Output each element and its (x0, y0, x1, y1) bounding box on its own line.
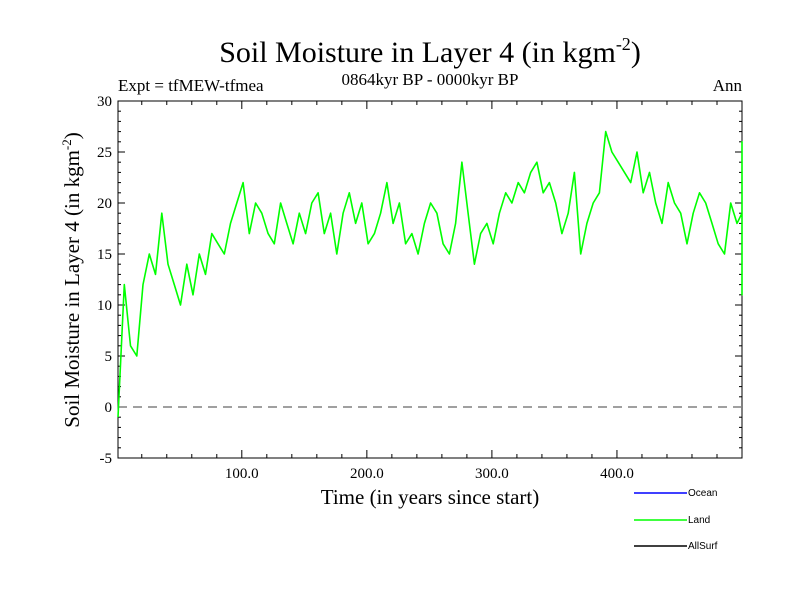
y-tick-label: 20 (97, 196, 112, 212)
season-label: Ann (713, 76, 743, 95)
y-tick-label: 15 (97, 247, 112, 263)
y-tick-label: 0 (105, 400, 113, 416)
x-axis-ticks: 100.0 200.0 300.0 400.0 (225, 101, 634, 482)
x-tick-label: 300.0 (475, 466, 509, 482)
chart-title-main: Soil Moisture in Layer 4 (in kgm (219, 36, 616, 69)
legend: Ocean Land AllSurf (634, 488, 718, 552)
time-range-label: 0864kyr BP - 0000kyr BP (342, 70, 519, 89)
x-tick-label: 400.0 (600, 466, 634, 482)
experiment-label: Expt = tfMEW-tfmea (118, 76, 264, 95)
x-axis-label: Time (in years since start) (321, 485, 540, 509)
chart-title-end: ) (631, 36, 641, 69)
chart-title: Soil Moisture in Layer 4 (in kgm-2) (219, 34, 641, 69)
y-axis-label: Soil Moisture in Layer 4 (in kgm-2) (59, 132, 84, 427)
y-axis-label-end: ) (60, 132, 84, 139)
legend-allsurf-label: AllSurf (688, 541, 718, 552)
y-axis-ticks: -5 0 5 10 15 20 25 30 (97, 94, 742, 467)
y-tick-label: -5 (100, 451, 113, 467)
plot-frame (117, 100, 743, 459)
minor-ticks (118, 101, 742, 458)
y-axis-label-main: Soil Moisture in Layer 4 (in kgm (60, 150, 84, 428)
y-axis-label-superscript: -2 (59, 139, 74, 150)
y-tick-label: 30 (97, 94, 112, 110)
x-tick-label: 100.0 (225, 466, 259, 482)
legend-land-label: Land (688, 515, 710, 526)
legend-ocean-label: Ocean (688, 488, 717, 499)
y-tick-label: 10 (97, 298, 112, 314)
y-tick-label: 25 (97, 145, 112, 161)
land-series-line (117, 130, 743, 418)
x-tick-label: 200.0 (350, 466, 384, 482)
chart-title-superscript: -2 (616, 34, 631, 54)
y-tick-label: 5 (105, 349, 113, 365)
